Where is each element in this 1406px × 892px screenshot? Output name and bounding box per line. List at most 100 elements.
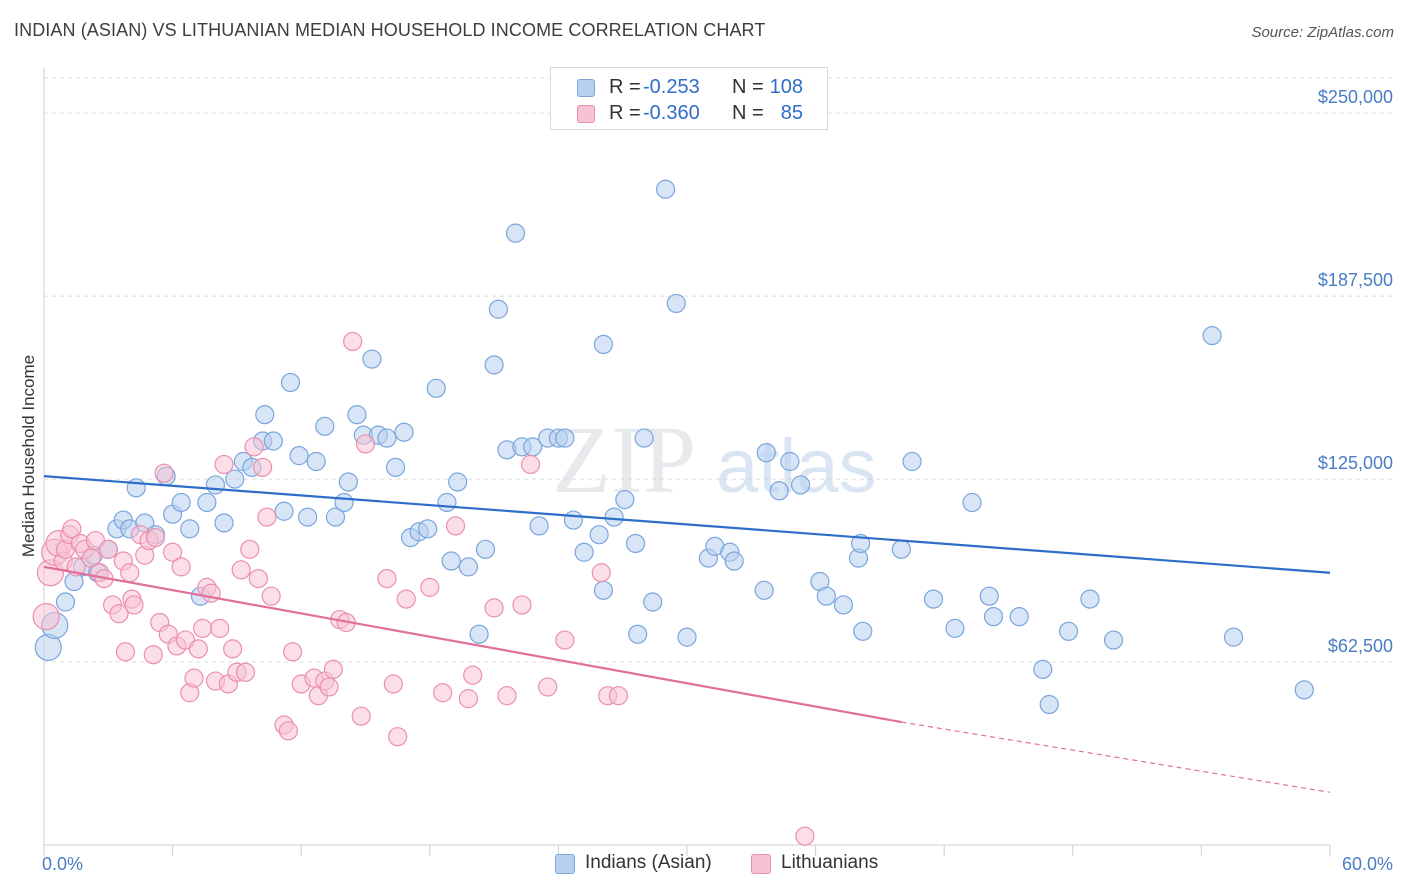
data-point: [463, 665, 483, 685]
data-point: [193, 618, 213, 638]
data-point: [891, 539, 911, 559]
data-point: [615, 489, 635, 510]
data-point: [475, 539, 496, 559]
data-point: [574, 542, 594, 562]
data-point: [334, 492, 354, 513]
data-point: [62, 519, 82, 539]
data-point: [115, 642, 136, 662]
data-point: [163, 542, 183, 562]
data-point: [109, 604, 129, 624]
r-value: -0.360: [643, 102, 700, 124]
data-point: [377, 428, 397, 448]
y-tick-label: $62,500: [1328, 636, 1393, 656]
data-point: [1033, 659, 1053, 679]
data-point: [55, 592, 76, 612]
source-label: Source: ZipAtlas.com: [1251, 24, 1394, 41]
data-point: [171, 557, 191, 577]
data-point: [484, 355, 504, 375]
legend-label: Lithuanians: [781, 852, 879, 873]
data-point: [593, 334, 614, 355]
legend-swatch-pink: [577, 105, 595, 123]
data-point: [255, 405, 275, 425]
data-point: [325, 507, 346, 527]
data-point: [833, 595, 854, 615]
data-point: [448, 472, 468, 492]
data-point: [538, 677, 558, 697]
data-point: [488, 299, 508, 319]
n-value: 85: [780, 102, 803, 124]
legend-swatch-blue: [577, 79, 595, 97]
data-point: [923, 589, 944, 609]
series-indians-asian: [34, 179, 1314, 715]
data-point: [343, 331, 363, 352]
data-point: [420, 577, 440, 597]
data-point: [853, 621, 873, 641]
data-point: [289, 446, 309, 466]
data-point: [323, 659, 343, 679]
watermark: ZIP atlas: [552, 406, 877, 513]
data-point: [851, 533, 871, 554]
data-point: [816, 586, 836, 606]
data-point: [124, 595, 144, 615]
legend-stats-row-indians: R = -0.253 N = 108: [551, 74, 827, 102]
data-point: [643, 592, 663, 612]
x-tick-label-min: 0.0%: [42, 854, 83, 874]
y-tick-labels: $62,500 $125,000 $187,500 $250,000: [1318, 87, 1393, 656]
data-point: [253, 457, 273, 477]
y-axis-label: Median Household Income: [19, 355, 38, 557]
data-point: [201, 583, 221, 603]
data-point: [248, 568, 268, 589]
data-point: [263, 431, 283, 451]
legend-swatch-blue: [555, 854, 575, 874]
data-point: [593, 580, 614, 600]
data-point: [979, 586, 999, 606]
data-point: [529, 516, 549, 536]
data-point: [278, 721, 298, 741]
data-point: [484, 598, 504, 618]
data-point: [418, 519, 438, 539]
n-label: N =: [732, 102, 764, 124]
axes: [43, 68, 1331, 856]
data-point: [244, 437, 264, 457]
trend-line-lithuanians: [43, 565, 902, 724]
data-point: [441, 551, 461, 571]
trend-line-indians-asian: [43, 475, 1331, 574]
data-point: [1009, 607, 1029, 627]
data-point: [437, 492, 457, 513]
data-point: [655, 179, 676, 199]
data-point: [188, 639, 208, 659]
data-point: [458, 557, 478, 577]
data-point: [98, 539, 118, 559]
data-point: [604, 507, 624, 527]
data-point: [154, 463, 174, 483]
legend-label: Indians (Asian): [585, 852, 712, 873]
data-point: [445, 516, 466, 536]
data-point: [1039, 694, 1059, 715]
data-point: [347, 405, 367, 425]
data-point: [315, 416, 335, 436]
r-label: R =: [609, 102, 641, 124]
data-point: [235, 662, 256, 682]
legend-stats: R = -0.253 N = 108 R = -0.360 N = 85: [550, 67, 828, 130]
data-point: [396, 589, 416, 609]
data-point: [231, 560, 251, 580]
y-tick-label: $187,500: [1318, 270, 1393, 290]
data-point: [591, 563, 611, 583]
y-tick-label: $250,000: [1318, 87, 1393, 107]
n-value: 108: [769, 76, 803, 98]
data-point: [458, 689, 478, 709]
data-point: [795, 826, 815, 846]
data-point: [283, 642, 303, 662]
data-point: [754, 580, 774, 600]
r-value: -0.253: [643, 76, 700, 98]
data-point: [280, 372, 301, 393]
data-point: [240, 539, 260, 559]
data-point: [902, 451, 922, 472]
data-point: [769, 481, 789, 501]
r-label: R =: [609, 76, 641, 98]
trend-line-lithuanians-extension: [901, 721, 1331, 793]
data-point: [362, 349, 382, 369]
data-point: [205, 475, 226, 495]
legend-swatch-pink: [751, 854, 771, 874]
data-point: [1103, 630, 1124, 650]
